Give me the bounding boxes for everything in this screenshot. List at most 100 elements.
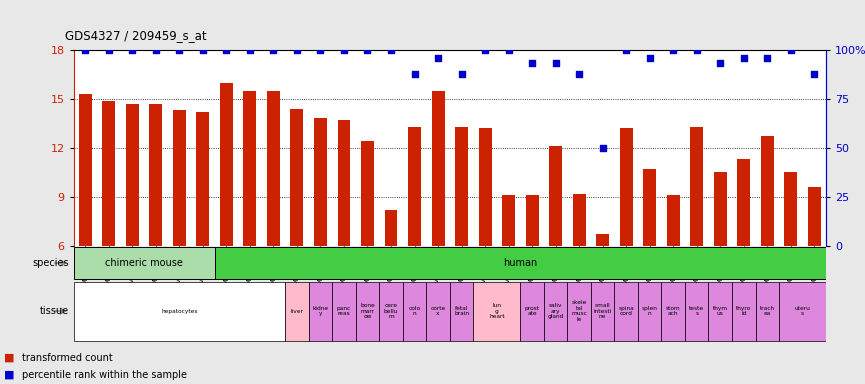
Bar xyxy=(291,109,304,246)
Text: colo
n: colo n xyxy=(408,306,420,316)
Bar xyxy=(196,112,209,246)
Bar xyxy=(79,94,92,246)
Bar xyxy=(478,128,491,246)
Text: percentile rank within the sample: percentile rank within the sample xyxy=(22,370,187,380)
Bar xyxy=(708,281,732,341)
Bar xyxy=(644,169,657,246)
Text: ■: ■ xyxy=(4,370,15,380)
Bar xyxy=(737,159,750,246)
Text: panc
reas: panc reas xyxy=(336,306,351,316)
Text: kidne
y: kidne y xyxy=(312,306,329,316)
Point xyxy=(220,47,234,53)
Bar xyxy=(408,127,421,246)
Bar xyxy=(450,281,473,341)
Text: human: human xyxy=(503,258,537,268)
Bar xyxy=(619,128,632,246)
Point xyxy=(689,47,703,53)
Text: species: species xyxy=(33,258,69,268)
Text: spina
cord: spina cord xyxy=(618,306,634,316)
Point xyxy=(502,47,516,53)
Point xyxy=(455,71,469,78)
Point xyxy=(79,47,93,53)
Text: thym
us: thym us xyxy=(713,306,727,316)
Text: bone
marr
ow: bone marr ow xyxy=(360,303,375,319)
Bar xyxy=(544,281,567,341)
Bar xyxy=(455,127,468,246)
Bar xyxy=(285,281,309,341)
Bar xyxy=(502,195,515,246)
Point xyxy=(807,71,821,78)
Bar xyxy=(591,281,614,341)
Point xyxy=(243,47,257,53)
Bar xyxy=(526,195,539,246)
Bar xyxy=(714,172,727,246)
Point xyxy=(290,47,304,53)
Point xyxy=(313,47,327,53)
Bar xyxy=(215,248,826,279)
Point xyxy=(478,47,492,53)
Text: prost
ate: prost ate xyxy=(524,306,540,316)
Bar xyxy=(761,136,774,246)
Bar xyxy=(808,187,821,246)
Text: stom
ach: stom ach xyxy=(666,306,681,316)
Text: GDS4327 / 209459_s_at: GDS4327 / 209459_s_at xyxy=(65,29,207,42)
Text: uteru
s: uteru s xyxy=(795,306,811,316)
Bar xyxy=(614,281,638,341)
Text: corte
x: corte x xyxy=(431,306,445,316)
Bar xyxy=(309,281,332,341)
Bar xyxy=(361,141,374,246)
Point xyxy=(196,47,210,53)
Bar xyxy=(690,127,703,246)
Text: ■: ■ xyxy=(4,353,15,363)
Bar xyxy=(337,120,350,246)
Bar xyxy=(125,104,138,246)
Point xyxy=(737,55,751,61)
Point xyxy=(384,47,398,53)
Text: skele
tal
musc
le: skele tal musc le xyxy=(571,300,587,322)
Text: fetal
brain: fetal brain xyxy=(454,306,469,316)
Text: splen
n: splen n xyxy=(642,306,657,316)
Bar xyxy=(74,248,215,279)
Bar xyxy=(220,83,233,246)
Point xyxy=(714,60,727,66)
Point xyxy=(149,47,163,53)
Point xyxy=(666,47,680,53)
Point xyxy=(431,55,445,61)
Point xyxy=(102,47,116,53)
Text: trach
ea: trach ea xyxy=(759,306,775,316)
Bar xyxy=(473,281,521,341)
Point xyxy=(548,60,562,66)
Text: liver: liver xyxy=(291,308,304,314)
Bar xyxy=(432,91,445,246)
Text: chimeric mouse: chimeric mouse xyxy=(106,258,183,268)
Bar xyxy=(314,119,327,246)
Point xyxy=(407,71,421,78)
Bar xyxy=(638,281,662,341)
Text: cere
bellu
m: cere bellu m xyxy=(384,303,398,319)
Bar xyxy=(549,146,562,246)
Bar xyxy=(596,234,609,246)
Text: small
intesti
ne: small intesti ne xyxy=(593,303,612,319)
Text: hepatocytes: hepatocytes xyxy=(161,308,197,314)
Bar xyxy=(785,172,798,246)
Point xyxy=(573,71,586,78)
Text: transformed count: transformed count xyxy=(22,353,112,363)
Bar xyxy=(385,210,398,246)
Bar xyxy=(332,281,356,341)
Bar xyxy=(102,101,115,246)
Point xyxy=(337,47,351,53)
Text: thyro
id: thyro id xyxy=(736,306,752,316)
Text: lun
g
heart: lun g heart xyxy=(489,303,504,319)
Point xyxy=(125,47,139,53)
Text: teste
s: teste s xyxy=(689,306,704,316)
Bar xyxy=(732,281,755,341)
Point xyxy=(525,60,539,66)
Point xyxy=(619,47,633,53)
Bar xyxy=(356,281,379,341)
Bar xyxy=(403,281,426,341)
Bar xyxy=(573,194,586,246)
Bar xyxy=(521,281,544,341)
Point xyxy=(361,47,375,53)
Bar xyxy=(667,195,680,246)
Bar xyxy=(426,281,450,341)
